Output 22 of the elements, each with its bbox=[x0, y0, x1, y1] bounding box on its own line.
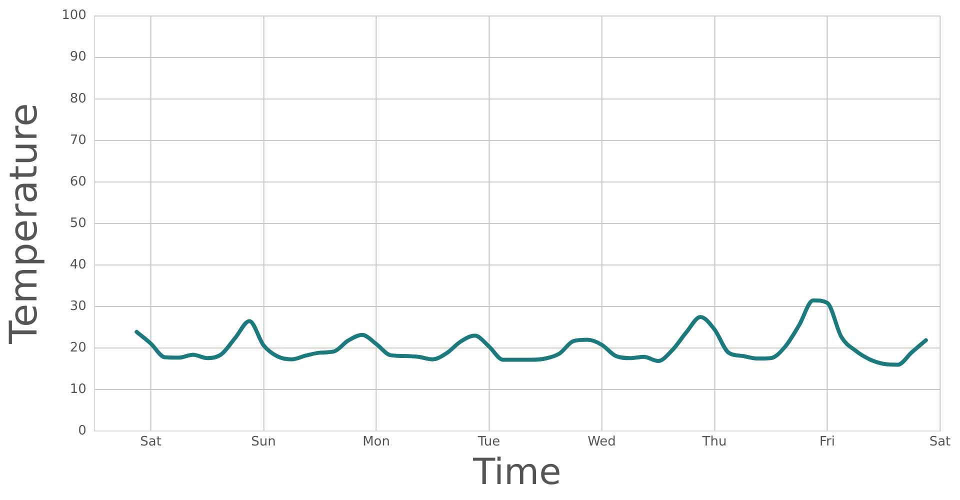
y-tick-label: 10 bbox=[70, 382, 86, 398]
y-tick-label: 40 bbox=[70, 257, 86, 272]
y-tick-label: 80 bbox=[70, 91, 86, 106]
x-axis-title: Time bbox=[472, 452, 562, 493]
line-series bbox=[134, 298, 928, 367]
y-tick-label: 100 bbox=[62, 8, 86, 24]
y-axis-title: Temperature bbox=[2, 103, 46, 345]
y-tick-label: 60 bbox=[70, 174, 86, 190]
y-tick-label: 0 bbox=[78, 424, 86, 439]
y-tick-label: 50 bbox=[70, 216, 86, 231]
x-tick-label: Thu bbox=[701, 434, 727, 450]
x-tick-label: Mon bbox=[362, 434, 390, 450]
x-tick-label: Sat bbox=[929, 434, 951, 450]
x-tick-label: Sun bbox=[251, 434, 276, 450]
y-tick-label: 20 bbox=[70, 340, 86, 356]
y-tick-label: 70 bbox=[70, 132, 86, 148]
x-tick-label: Fri bbox=[820, 434, 836, 450]
y-tick-label: 90 bbox=[70, 50, 86, 65]
x-tick-label: Tue bbox=[476, 434, 500, 450]
x-tick-label: Wed bbox=[588, 434, 616, 450]
x-tick-label: Sat bbox=[140, 434, 162, 450]
y-tick-label: 30 bbox=[70, 298, 86, 314]
